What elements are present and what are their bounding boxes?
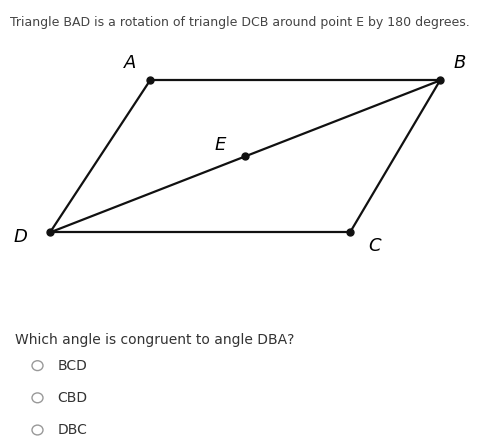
Text: C: C bbox=[368, 237, 382, 255]
Text: CBD: CBD bbox=[58, 391, 88, 405]
Text: E: E bbox=[214, 136, 226, 154]
Text: D: D bbox=[13, 228, 27, 246]
Text: A: A bbox=[124, 54, 136, 72]
Text: BCD: BCD bbox=[58, 358, 88, 373]
Text: B: B bbox=[454, 54, 466, 72]
Text: Which angle is congruent to angle DBA?: Which angle is congruent to angle DBA? bbox=[15, 333, 294, 347]
Text: Triangle BAD is a rotation of triangle DCB around point E by 180 degrees.: Triangle BAD is a rotation of triangle D… bbox=[10, 16, 470, 29]
Text: DBC: DBC bbox=[58, 423, 88, 437]
